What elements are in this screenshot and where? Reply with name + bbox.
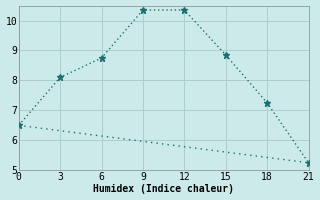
X-axis label: Humidex (Indice chaleur): Humidex (Indice chaleur) xyxy=(93,184,234,194)
